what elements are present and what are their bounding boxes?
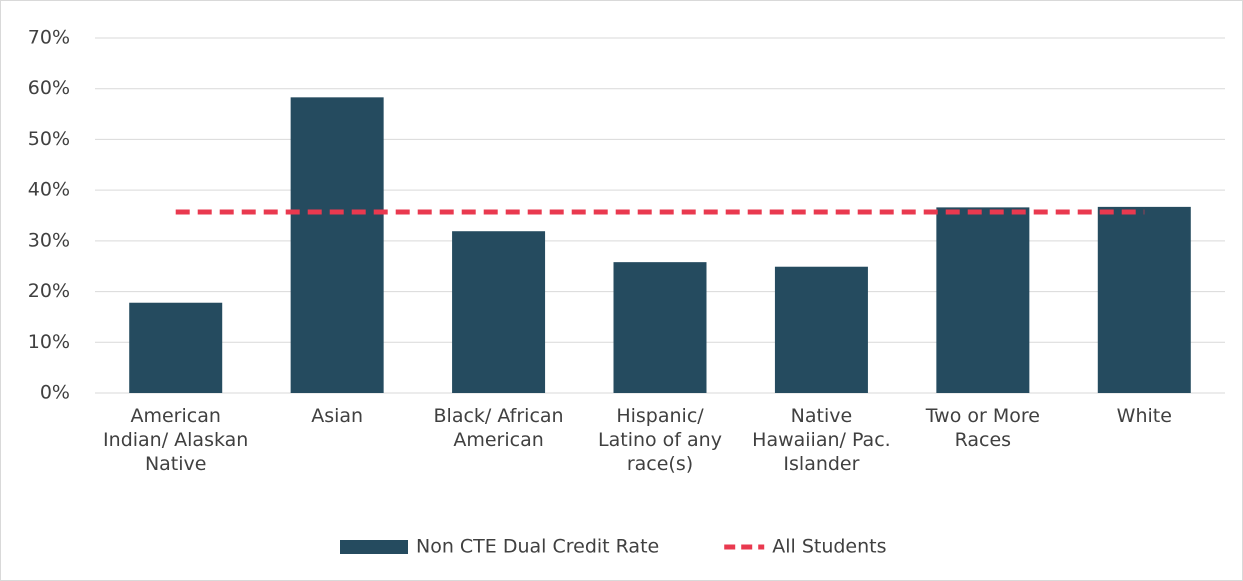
bar: [936, 207, 1030, 393]
legend-swatch: [340, 540, 408, 554]
legend-label: All Students: [772, 536, 886, 558]
y-tick-label: 70%: [28, 27, 70, 49]
x-tick-label: Black/ African American: [433, 405, 564, 451]
x-tick-label: American Indian/ Alaskan Native: [103, 405, 249, 475]
y-tick-label: 0%: [40, 382, 70, 404]
bar: [774, 266, 868, 393]
legend-label: Non CTE Dual Credit Rate: [416, 536, 659, 558]
bar: [1097, 206, 1191, 393]
y-tick-label: 40%: [28, 179, 70, 201]
y-tick-label: 10%: [28, 331, 70, 353]
y-tick-label: 20%: [28, 280, 70, 302]
x-tick-label: Asian: [311, 405, 364, 427]
bar: [290, 97, 384, 393]
x-tick-label: Hispanic/ Latino of any race(s): [598, 405, 722, 475]
bar: [452, 231, 546, 393]
y-tick-label: 30%: [28, 229, 70, 251]
x-tick-label: Native Hawaiian/ Pac. Islander: [752, 405, 891, 475]
y-tick-label: 50%: [28, 128, 70, 150]
y-tick-label: 60%: [28, 77, 70, 99]
x-tick-label: Two or More Races: [925, 405, 1040, 451]
x-tick-label: White: [1116, 405, 1172, 427]
bar: [129, 302, 223, 393]
bar: [613, 262, 707, 393]
